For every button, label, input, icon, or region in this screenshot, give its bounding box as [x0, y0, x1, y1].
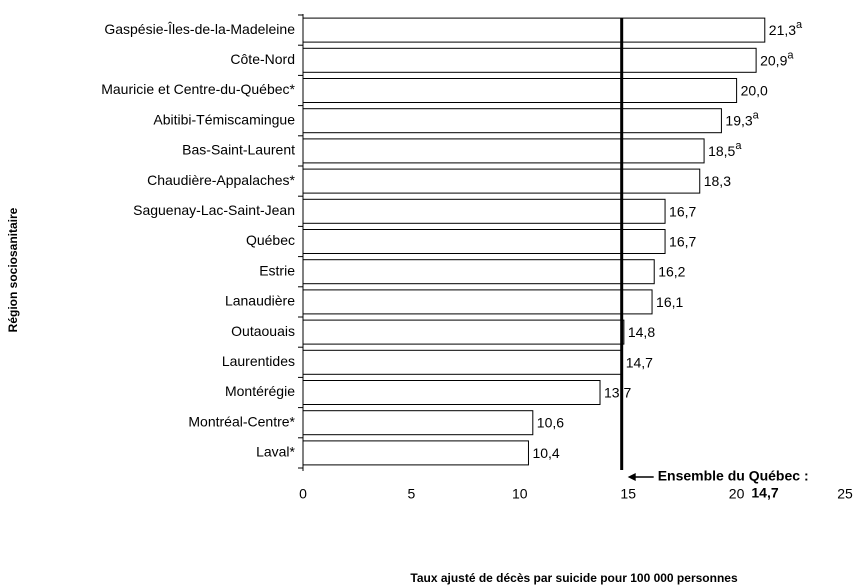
bar — [302, 410, 534, 436]
y-tick-label: Montréal-Centre* — [188, 413, 295, 429]
value-label: 10,4 — [532, 445, 559, 461]
value-label: 20,0 — [741, 82, 768, 98]
x-axis-title: Taux ajusté de décès par suicide pour 10… — [410, 571, 738, 585]
bar — [302, 47, 757, 73]
value-label-text: 14,7 — [626, 354, 653, 370]
value-label-text: 14,8 — [628, 324, 655, 340]
bar — [302, 229, 666, 254]
value-label-text: 20,0 — [741, 82, 768, 98]
value-label-text: 19,3 — [725, 112, 752, 128]
value-label: 18,3 — [704, 173, 731, 189]
value-label: 14,7 — [626, 354, 653, 370]
x-tick-label: 15 — [620, 486, 636, 502]
value-label-text: 10,4 — [532, 445, 559, 461]
value-label: 16,1 — [656, 294, 683, 310]
bar — [302, 168, 701, 194]
bar — [302, 319, 625, 345]
y-tick-label: Bas-Saint-Laurent — [182, 142, 295, 158]
value-label-text: 16,2 — [658, 263, 685, 279]
value-label: 16,2 — [658, 263, 685, 279]
y-tick-label: Montérégie — [225, 383, 295, 399]
bar — [302, 440, 529, 466]
bar — [302, 349, 623, 375]
y-tick-label: Québec — [246, 232, 295, 248]
value-label-text: 20,9 — [760, 52, 787, 68]
value-label-text: 18,5 — [708, 143, 735, 159]
x-tick-label: 20 — [729, 486, 745, 502]
value-label-note: a — [753, 110, 760, 122]
value-label-text: 18,3 — [704, 173, 731, 189]
value-label: 13,7 — [604, 384, 631, 400]
y-tick-label: Outaouais — [231, 323, 295, 339]
value-label: 21,3a — [769, 19, 803, 38]
y-tick-label: Gaspésie-Îles-de-la-Madeleine — [104, 21, 295, 37]
y-tick-label: Abitibi-Témiscamingue — [153, 111, 295, 127]
value-label-text: 10,6 — [537, 414, 564, 430]
bar — [302, 138, 705, 164]
value-label: 16,7 — [669, 203, 696, 219]
y-tick-label: Mauricie et Centre-du-Québec* — [101, 81, 295, 97]
value-label-text: 21,3 — [769, 22, 796, 38]
value-label: 16,7 — [669, 233, 696, 249]
value-label-text: 16,1 — [656, 294, 683, 310]
bar — [302, 259, 655, 285]
value-label: 18,5a — [708, 140, 742, 159]
value-label: 10,6 — [537, 414, 564, 430]
bar — [302, 17, 766, 43]
value-label: 14,8 — [628, 324, 655, 340]
y-tick-label: Estrie — [259, 262, 295, 278]
value-label: 19,3a — [725, 110, 759, 129]
y-tick-label: Lanaudière — [225, 293, 295, 309]
value-label-text: 16,7 — [669, 233, 696, 249]
bar — [302, 380, 601, 405]
value-label-text: 13,7 — [604, 384, 631, 400]
x-tick-label: 25 — [837, 486, 853, 502]
y-tick-label: Saguenay-Lac-Saint-Jean — [133, 202, 295, 218]
bar — [302, 289, 653, 315]
x-tick-label: 5 — [408, 486, 416, 502]
value-label-text: 16,7 — [669, 203, 696, 219]
y-tick-label: Laurentides — [222, 353, 295, 369]
reference-value: 14,7 — [751, 485, 778, 501]
bar — [302, 198, 666, 224]
x-tick-label: 10 — [512, 486, 528, 502]
reference-label: Ensemble du Québec : — [658, 468, 809, 484]
value-label-note: a — [787, 49, 794, 61]
y-tick-label: Chaudière-Appalaches* — [147, 172, 295, 188]
arrow-head — [627, 473, 636, 481]
x-tick-label: 0 — [299, 486, 307, 502]
y-axis-title: Région sociosanitaire — [6, 207, 20, 332]
y-tick-label: Laval* — [256, 444, 295, 460]
bar — [302, 78, 738, 103]
y-tick-label: Côte-Nord — [230, 51, 295, 67]
bar — [302, 108, 722, 134]
value-label-note: a — [796, 19, 803, 31]
value-label: 20,9a — [760, 49, 794, 68]
value-label-note: a — [735, 140, 742, 152]
